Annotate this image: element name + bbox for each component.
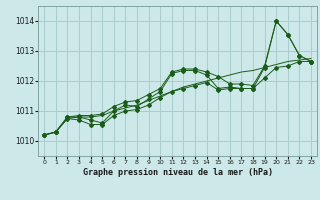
X-axis label: Graphe pression niveau de la mer (hPa): Graphe pression niveau de la mer (hPa) — [83, 168, 273, 177]
